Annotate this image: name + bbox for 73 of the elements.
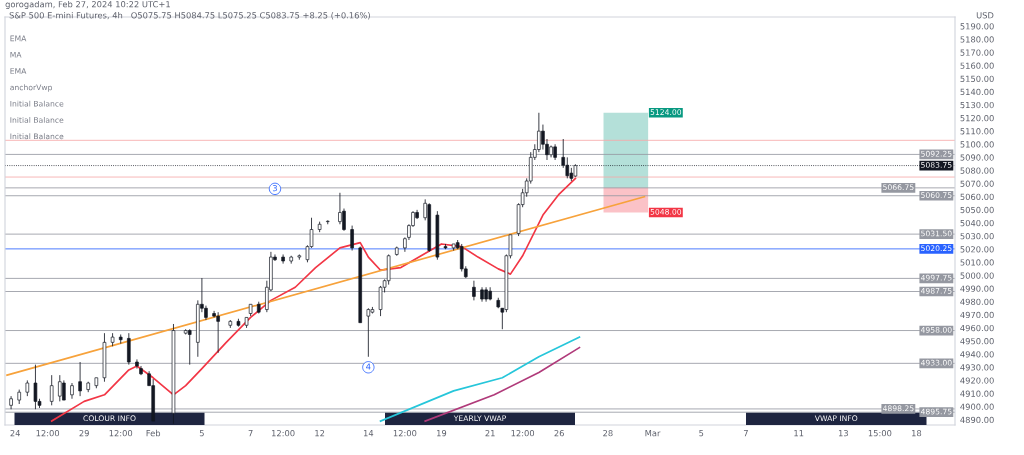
x-tick-label: 24 [10, 430, 20, 437]
y-tick-label: 4970.00 [960, 311, 994, 319]
candlestick [9, 395, 13, 410]
y-tick-label: 5100.00 [960, 141, 994, 148]
x-tick-label: 19 [437, 430, 447, 437]
x-tick-label: 7 [248, 430, 253, 437]
x-tick-label: 26 [554, 430, 564, 437]
candlestick [62, 379, 66, 401]
line-series [424, 346, 581, 422]
y-tick-label: 5150.00 [960, 75, 994, 82]
candlestick [325, 219, 330, 225]
y-tick-label: 4910.00 [960, 390, 994, 397]
annotation: 3 [272, 184, 277, 192]
x-tick-label: 18 [912, 430, 922, 437]
chart-title: S&P 500 E-mini Futures, 4h O5075.75 H5084.75 L5075.25 C5083.75 +8.25 (+0.16%) [9, 12, 370, 20]
y-tick-label: 4920.00 [960, 377, 994, 384]
y-tick-label: 5160.00 [960, 62, 994, 69]
y-tick-label: 4960.00 [960, 324, 994, 332]
y-tick-label: 4980.00 [960, 298, 994, 305]
y-tick-label: 5050.00 [960, 206, 994, 214]
x-tick-label: Mar [645, 430, 661, 437]
x-tick-label: 5 [699, 430, 704, 437]
y-tick-label: 4900.00 [960, 403, 994, 410]
y-tick-label: 5140.00 [960, 88, 994, 96]
y-tick-label: 5170.00 [960, 49, 994, 56]
x-tick-label: 12:00 [272, 430, 295, 437]
candlestick [127, 332, 131, 366]
candlestick [350, 225, 354, 251]
candlestick [49, 374, 54, 406]
x-tick-label: 7 [743, 430, 748, 437]
annotation: 4 [366, 363, 371, 370]
y-tick-label: 5020.00 [960, 246, 994, 253]
candlestick [472, 280, 476, 301]
x-tick-label: 15:00 [868, 430, 892, 437]
y-tick-label: 4950.00 [960, 338, 994, 345]
x-tick-label: 12 [315, 430, 325, 437]
x-tick-label: 12:00 [511, 430, 535, 437]
y-tick-label: 5120.00 [960, 115, 994, 122]
x-tick-label: 12:00 [109, 430, 133, 437]
y-tick-label: 4940.00 [960, 351, 994, 358]
candlestick [70, 382, 74, 400]
x-tick-label: 14 [363, 430, 374, 437]
candlestick [281, 254, 285, 265]
x-tick-label: 28 [603, 430, 613, 437]
y-tick-label: 5090.00 [960, 154, 994, 161]
y-tick-label: 4930.00 [960, 364, 994, 371]
x-tick-label: 13 [838, 430, 848, 437]
y-tick-label: 5190.00 [960, 23, 994, 30]
x-tick-label: 11 [794, 430, 804, 437]
candlestick [78, 361, 82, 397]
text: gorogadam, Feb 27, 2024 10:22 UTC+1 [5, 0, 170, 9]
y-tick-label: 5130.00 [960, 101, 994, 109]
y-tick-label: 5070.00 [960, 180, 994, 187]
y-tick-label: 5110.00 [960, 128, 994, 135]
y-tick-label: 5010.00 [960, 259, 994, 266]
line-series [379, 336, 581, 422]
y-tick-label: 5180.00 [960, 36, 994, 43]
x-tick-label: Feb [146, 429, 161, 437]
y-axis-title: USD [976, 12, 994, 19]
x-tick-label: 21 [485, 430, 495, 437]
candlestick [58, 374, 62, 402]
x-tick-label: 29 [79, 430, 89, 437]
x-tick-label: 5 [199, 430, 204, 437]
y-tick-label: 5080.00 [960, 167, 994, 174]
y-tick-label: 5040.00 [960, 219, 994, 227]
y-tick-label: 4890.00 [960, 416, 994, 424]
candlestick [216, 311, 220, 354]
y-tick-label: 5060.00 [960, 193, 994, 201]
x-tick-label: 12:00 [36, 430, 60, 437]
x-tick-label: 12:00 [393, 430, 417, 437]
y-tick-label: 4990.00 [960, 285, 994, 292]
y-tick-label: 5000.00 [960, 272, 994, 279]
y-tick-label: 5030.00 [960, 233, 994, 240]
